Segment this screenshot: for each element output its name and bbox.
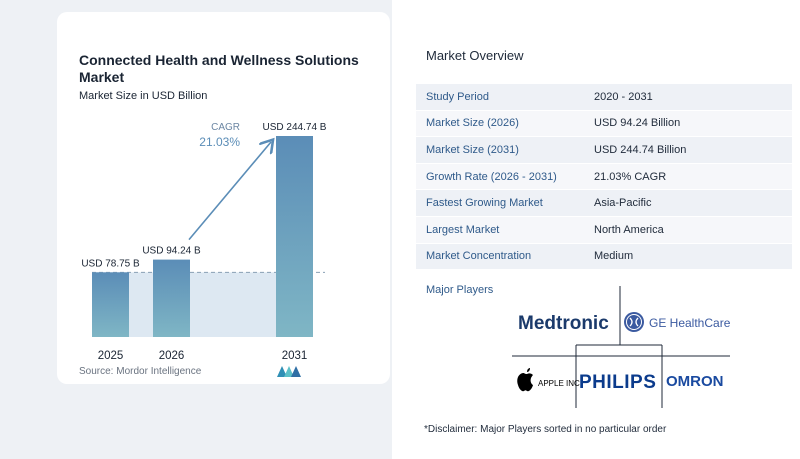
overview-row: Market Concentration Medium — [416, 243, 792, 271]
overview-row-label: Market Size (2026) — [426, 117, 519, 130]
overview-row-label: Study Period — [426, 90, 489, 103]
cagr-label: CAGR — [211, 122, 240, 133]
ge-healthcare-logo: GE HealthCare — [649, 316, 731, 330]
apple-inc-logo: APPLE INC. — [538, 379, 582, 388]
x-tick-label: 2026 — [159, 350, 185, 362]
bar-value-label: USD 244.74 B — [263, 122, 327, 133]
overview-row-label: Largest Market — [426, 223, 500, 236]
chart-title: Connected Health and Wellness Solutions … — [79, 52, 359, 85]
bar-2026 — [153, 259, 190, 337]
overview-row: Fastest Growing Market Asia-Pacific — [416, 190, 792, 217]
overview-row-value: Asia-Pacific — [594, 197, 652, 210]
x-tick-label: 2031 — [282, 350, 308, 362]
medtronic-logo: Medtronic — [518, 313, 609, 334]
players-heading: Major Players — [426, 284, 494, 296]
overview-row: Study Period 2020 - 2031 — [416, 84, 792, 111]
overview-row: Market Size (2026) USD 94.24 Billion — [416, 110, 792, 138]
disclaimer: *Disclaimer: Major Players sorted in no … — [424, 424, 667, 435]
overview-row-value: North America — [594, 223, 664, 236]
cagr-arrow — [188, 142, 271, 241]
ge-emblem-icon — [624, 312, 644, 332]
philips-logo: PHILIPS — [579, 372, 656, 393]
mordor-logo-icon — [277, 366, 301, 377]
overview-table: Study Period 2020 - 2031 Market Size (2026… — [416, 84, 792, 271]
x-tick-label: 2025 — [98, 350, 124, 362]
chart-subtitle: Market Size in USD Billion — [79, 90, 208, 102]
omron-logo: OMRON — [666, 373, 724, 390]
overview-row-label: Market Size (2031) — [426, 143, 519, 156]
overview-row: Market Size (2031) USD 244.74 Billion — [416, 137, 792, 164]
overview-row-value: USD 244.74 Billion — [594, 143, 687, 156]
overview-row: Growth Rate (2026 - 2031) 21.03% CAGR — [416, 163, 792, 191]
overview-row-value: 2020 - 2031 — [594, 90, 653, 103]
bar-value-label: USD 78.75 B — [81, 258, 140, 269]
bar-2031 — [276, 136, 313, 337]
players-logos: Medtronic GE HealthCare APPLE INC. PHILI… — [512, 286, 731, 408]
source-note: Source: Mordor Intelligence — [79, 366, 202, 377]
apple-logo-icon — [517, 368, 533, 392]
overview-row-label: Growth Rate (2026 - 2031) — [426, 170, 557, 183]
overview-row-label: Market Concentration — [426, 250, 532, 263]
bar-value-label: USD 94.24 B — [142, 246, 201, 257]
overview-row-value: USD 94.24 Billion — [594, 117, 681, 130]
overview-heading: Market Overview — [426, 48, 524, 63]
overview-row-value: Medium — [594, 250, 634, 263]
overview-row-label: Fastest Growing Market — [426, 197, 543, 210]
overview-panel: Market Overview Study Period 2020 - 2031 M… — [392, 0, 800, 459]
bar-2025 — [92, 272, 129, 337]
cagr-value: 21.03% — [199, 135, 240, 149]
overview-row: Largest Market North America — [416, 216, 792, 244]
overview-row-value: 21.03% CAGR — [594, 170, 667, 183]
bar-chart: USD 78.75 B 2025 USD 94.24 B 2026 USD 244.74… — [81, 122, 327, 362]
chart-card: Connected Health and Wellness Solutions … — [57, 12, 390, 384]
